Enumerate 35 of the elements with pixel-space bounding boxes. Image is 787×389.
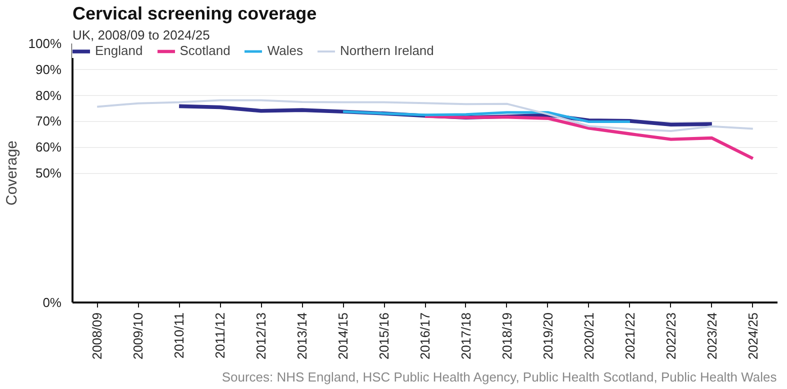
line-series	[96, 99, 754, 132]
y-tick-label: 90%	[35, 62, 62, 77]
x-tick-label: 2024/25	[745, 312, 760, 360]
x-tick-label: 2012/13	[254, 312, 269, 360]
source-note: Sources: NHS England, HSC Public Health Agency, Public Health Scotland, Public Health Wales	[222, 370, 778, 384]
x-tick-label: 2017/18	[458, 312, 474, 360]
x-tick-label: 2019/20	[540, 312, 556, 360]
line-series	[342, 110, 632, 124]
y-tick-label: 50%	[35, 166, 62, 180]
x-tick-label: 2021/22	[622, 312, 638, 360]
x-tick-label: 2018/19	[499, 312, 514, 360]
y-axis-title: Coverage	[3, 140, 20, 206]
x-tick-label: 2023/24	[704, 312, 720, 360]
x-tick-label: 2016/17	[418, 312, 432, 360]
y-tick-label: 100%	[28, 36, 62, 51]
legend-label: Scotland	[180, 43, 230, 58]
x-tick-label: 2022/23	[663, 312, 678, 360]
x-tick-label: 2014/15	[336, 312, 351, 360]
x-tick-label: 2010/11	[172, 312, 187, 359]
line-series	[423, 114, 755, 160]
x-tick-label: 2011/12	[212, 312, 228, 359]
chart-title: Cervical screening coverage	[72, 4, 317, 24]
legend-label: England	[95, 43, 143, 58]
x-tick-label: 2015/16	[376, 312, 392, 360]
legend-label: Northern Ireland	[340, 43, 434, 58]
y-tick-label: 80%	[35, 88, 62, 103]
x-tick-label: 2020/21	[581, 312, 596, 360]
y-tick-label: 60%	[35, 140, 62, 155]
y-tick-label: 70%	[35, 114, 62, 129]
y-tick-label: 0%	[42, 295, 62, 310]
x-tick-label: 2013/14	[294, 312, 310, 360]
x-tick-label: 2009/10	[130, 312, 146, 360]
legend-label: Wales	[267, 43, 303, 58]
chart-subtitle: UK, 2008/09 to 2024/25	[72, 28, 210, 42]
x-tick-label: 2008/09	[90, 312, 105, 360]
